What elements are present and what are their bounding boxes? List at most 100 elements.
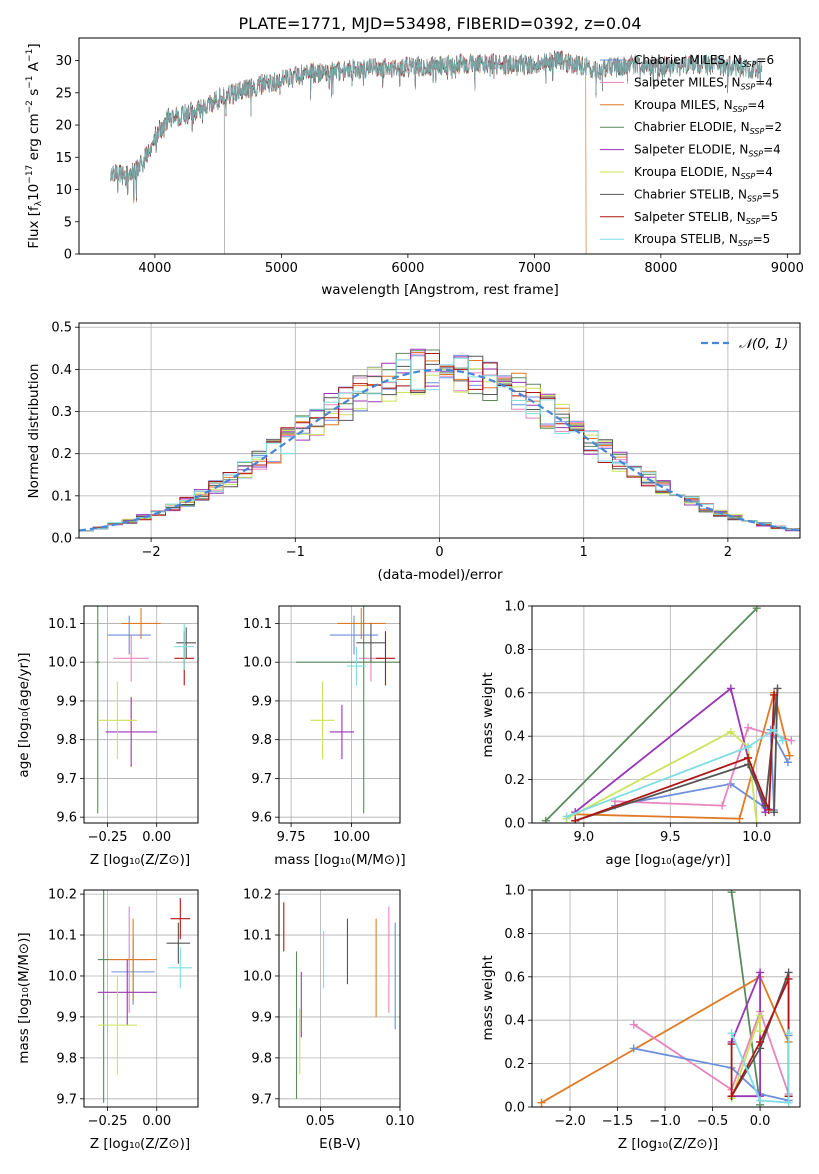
weights-vs-Z-marker-kroupa-miles — [537, 1098, 546, 1107]
weights-vs-Z-marker-kroupa-stelib — [756, 1096, 765, 1105]
residuals-ylabel: Normed distribution — [26, 364, 42, 499]
weights-vs-Z-marker-salpeter-stelib — [727, 1040, 736, 1049]
weights-vs-Z-xtick-label: −1.5 — [602, 1114, 634, 1129]
mass-vs-EBV-ytick-label: 10.1 — [243, 929, 272, 944]
age-vs-Z-frame — [83, 605, 199, 824]
weights-vs-age-xtick-label: 9.5 — [660, 830, 681, 845]
mass-vs-Z-plot-area — [97, 890, 193, 1103]
spectrum-legend-label: Chabrier ELODIE, NSSP=2 — [634, 120, 782, 136]
spectrum-ytick-label: 5 — [64, 215, 72, 230]
residuals-legend-label: 𝒩(0, 1) — [739, 336, 788, 352]
mass-vs-EBV-plot-area — [283, 902, 396, 1099]
weights-vs-Z-marker-kroupa-elodie — [756, 1011, 765, 1020]
weights-vs-age-marker-kroupa-stelib — [562, 812, 571, 821]
weights-vs-Z-xtick-label: 0.0 — [750, 1114, 771, 1129]
weights-vs-age-line-kroupa-miles — [575, 689, 791, 820]
age-vs-Z-ytick-label: 9.8 — [56, 733, 77, 748]
weights-vs-age-ticks: 9.0 9.5 10.0 0.0 0.2 0.4 0.6 0.8 1.0 — [504, 600, 771, 846]
weights-vs-Z-ytick-label: 0.6 — [504, 970, 525, 985]
spectrum-ytick-label: 10 — [55, 183, 72, 198]
weights-vs-Z-marker-kroupa-stelib — [784, 1098, 793, 1107]
mass-vs-Z-ytick-label: 10.0 — [48, 969, 77, 984]
mass-vs-Z-ytick-label: 9.9 — [56, 1010, 77, 1025]
weights-vs-Z-marker-kroupa-stelib — [727, 1029, 736, 1038]
spectrum-legend: Chabrier MILES, NSSP=6 Salpeter MILES, NS… — [600, 53, 782, 248]
spectrum-line-kroupa-miles — [110, 51, 587, 254]
residuals-xtick-label: −1 — [286, 545, 305, 560]
weights-vs-Z-plot-area — [537, 890, 793, 1107]
age-vs-mass-ytick-label: 10.1 — [243, 617, 272, 632]
age-vs-mass-ticks: 9.75 10.00 9.6 9.7 9.8 9.9 10.0 10.1 — [243, 617, 370, 845]
weights-vs-Z-ytick-label: 1.0 — [504, 884, 525, 899]
residuals-xlabel: (data-model)/error — [377, 567, 503, 583]
spectrum-data-line — [110, 50, 763, 254]
age-vs-Z-ytick-label: 9.6 — [56, 811, 77, 826]
mass-vs-Z-grid — [84, 890, 198, 1107]
weights-vs-age-marker-kroupa-stelib — [744, 743, 753, 752]
spectrum-ylabel: Flux [fλ10−17 erg cm−2 s−1 A−1] — [25, 43, 44, 248]
age-vs-mass-ytick-label: 9.7 — [251, 772, 272, 787]
mass-vs-Z-ytick-label: 9.7 — [56, 1092, 77, 1107]
spectrum-xtick-label: 7000 — [518, 261, 551, 276]
weights-vs-age-ytick-label: 0.6 — [504, 686, 525, 701]
weights-vs-Z-ytick-label: 0.8 — [504, 927, 525, 942]
age-vs-mass-xlabel: mass [log₁₀(M/M⊙)] — [274, 852, 405, 868]
spectrum-ytick-label: 15 — [55, 151, 72, 166]
weights-vs-age-marker-salpeter-stelib — [764, 805, 773, 814]
age-vs-Z-panel: Z [log₁₀(Z/Z⊙)] age [log₁₀(age/yr)] −0.2… — [16, 605, 199, 868]
weights-vs-Z-line-chabrier-elodie — [730, 892, 761, 1105]
age-vs-mass-ytick-label: 9.6 — [251, 811, 272, 826]
residuals-ytick-label: 0.4 — [51, 363, 72, 378]
residuals-xtick-label: 2 — [724, 545, 732, 560]
spectrum-ytick-label: 25 — [55, 86, 72, 101]
age-vs-mass-ytick-label: 10.0 — [243, 656, 272, 671]
weights-vs-age-marker-chabrier-elodie — [752, 606, 761, 613]
weights-vs-age-marker-salpeter-elodie — [726, 684, 735, 693]
weights-vs-Z-line-salpeter-miles — [633, 1008, 790, 1095]
spectrum-legend-label: Chabrier STELIB, NSSP=5 — [634, 187, 779, 203]
weights-vs-Z-marker-kroupa-elodie — [756, 1027, 765, 1036]
mass-vs-Z-ytick-label: 9.8 — [56, 1051, 77, 1066]
weights-vs-age-xlabel: age [log₁₀(age/yr)] — [605, 852, 730, 868]
weights-vs-age-marker-kroupa-elodie — [752, 819, 761, 823]
spectrum-xtick-label: 5000 — [265, 261, 298, 276]
residuals-ytick-label: 0.0 — [51, 532, 72, 547]
age-vs-Z-xtick-label: 0.00 — [142, 830, 171, 845]
weights-vs-Z-panel: Z [log₁₀(Z/Z⊙)] mass weight −2.0 −1.5 −1.0… — [480, 884, 801, 1152]
spectrum-legend-label: Salpeter STELIB, NSSP=5 — [634, 210, 778, 226]
weights-vs-Z-marker-chabrier-miles — [629, 1044, 638, 1053]
residuals-ytick-label: 0.2 — [51, 447, 72, 462]
age-vs-mass-frame — [278, 605, 401, 824]
weights-vs-age-line-kroupa-stelib — [566, 728, 784, 818]
spectrum-xtick-label: 8000 — [644, 261, 677, 276]
residuals-ytick-label: 0.5 — [51, 321, 72, 336]
mass-vs-EBV-ytick-label: 9.8 — [251, 1051, 272, 1066]
mass-vs-Z-ticks: −0.25 0.00 9.7 9.8 9.9 10.0 10.1 10.2 — [48, 888, 171, 1129]
mass-vs-Z-ylabel: mass [log₁₀(M/M⊙)] — [16, 932, 32, 1063]
spectrum-legend-label: Kroupa STELIB, NSSP=5 — [634, 232, 770, 248]
weights-vs-age-marker-kroupa-elodie — [726, 727, 735, 736]
weights-vs-Z-marker-salpeter-stelib — [756, 1037, 765, 1046]
weights-vs-age-marker-kroupa-stelib — [770, 725, 779, 734]
weights-vs-age-marker-chabrier-miles — [783, 758, 792, 767]
spectrum-legend-label: Kroupa ELODIE, NSSP=4 — [634, 165, 773, 181]
weights-vs-Z-marker-salpeter-elodie — [756, 968, 765, 977]
spectrum-ticks: 4000 5000 6000 7000 8000 9000 0 5 10 15 20 25 30 — [55, 54, 803, 276]
spectrum-xlabel: wavelength [Angstrom, rest frame] — [321, 282, 559, 298]
residuals-frame — [78, 322, 801, 539]
weights-vs-Z-marker-chabrier-elodie — [727, 890, 736, 897]
weights-vs-age-marker-kroupa-miles — [735, 814, 744, 823]
residuals-ytick-label: 0.1 — [51, 489, 72, 504]
spectrum-legend-label: Chabrier MILES, NSSP=6 — [634, 53, 774, 69]
residuals-ticks: −2 −1 0 1 2 0.0 0.1 0.2 0.3 0.4 0.5 — [51, 321, 732, 560]
residuals-xtick-label: 0 — [435, 545, 443, 560]
weights-vs-age-line-salpeter-miles — [614, 726, 792, 807]
mass-vs-EBV-grid — [279, 890, 401, 1107]
mass-vs-Z-frame — [83, 889, 199, 1108]
weights-vs-age-panel: age [log₁₀(age/yr)] mass weight 9.0 9.5 10… — [480, 600, 801, 868]
age-vs-Z-ytick-label: 10.1 — [48, 617, 77, 632]
weights-vs-age-marker-kroupa-miles — [785, 751, 794, 760]
weights-vs-Z-marker-kroupa-stelib — [784, 1029, 793, 1038]
age-vs-Z-plot-area — [95, 606, 197, 814]
